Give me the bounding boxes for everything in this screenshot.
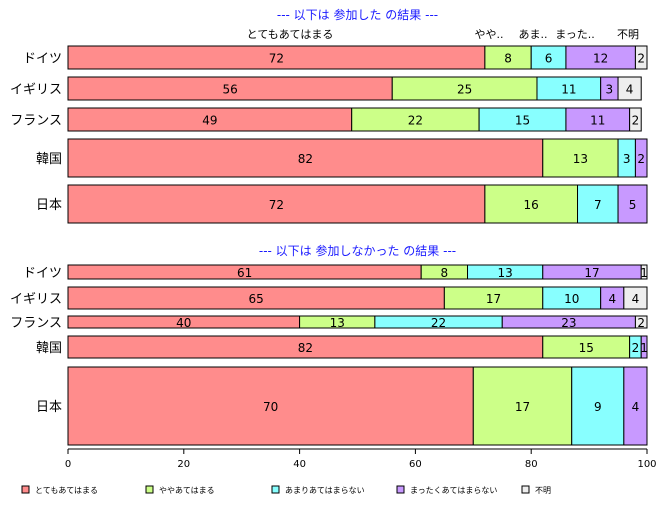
data-label: 13 xyxy=(330,316,345,330)
category-label: 日本 xyxy=(36,400,62,415)
bar-segment xyxy=(571,366,625,446)
data-label: 1 xyxy=(640,341,648,355)
column-label: 不明 xyxy=(617,28,639,41)
bar-segment xyxy=(484,184,579,224)
data-label: 49 xyxy=(202,114,217,128)
data-label: 25 xyxy=(457,83,472,97)
data-label: 8 xyxy=(504,52,512,66)
legend-label: ややあてはまる xyxy=(159,486,215,495)
data-label: 12 xyxy=(593,52,608,66)
data-label: 9 xyxy=(594,400,602,414)
data-label: 3 xyxy=(606,83,614,97)
x-tick-label: 80 xyxy=(525,459,538,470)
bar-segment xyxy=(623,286,648,310)
column-label: あま.. xyxy=(519,28,548,41)
x-tick-label: 40 xyxy=(293,459,306,470)
data-label: 82 xyxy=(298,341,313,355)
data-label: 2 xyxy=(637,152,645,166)
data-label: 17 xyxy=(486,292,501,306)
data-label: 15 xyxy=(515,114,530,128)
data-label: 4 xyxy=(632,400,640,414)
data-label: 22 xyxy=(431,316,446,330)
data-label: 70 xyxy=(263,400,278,414)
data-label: 13 xyxy=(498,266,513,280)
bar-segment xyxy=(623,366,648,446)
category-label: ドイツ xyxy=(23,52,62,67)
data-label: 17 xyxy=(515,400,530,414)
data-label: 17 xyxy=(584,266,599,280)
data-label: 3 xyxy=(623,152,631,166)
bar-segment xyxy=(67,366,474,446)
data-label: 5 xyxy=(629,198,637,212)
legend-swatch xyxy=(271,485,280,494)
data-label: 22 xyxy=(408,114,423,128)
category-label: イギリス xyxy=(10,83,62,98)
legend-label: とてもあてはまる xyxy=(35,486,98,495)
bar-segment xyxy=(629,107,642,132)
data-label: 56 xyxy=(222,83,237,97)
category-label: フランス xyxy=(10,316,62,331)
legend-label: まったくあてはまらない xyxy=(410,486,497,495)
panel-title-2: --- 以下は 参加しなかった の結果 --- xyxy=(259,243,456,258)
category-label: 韓国 xyxy=(36,152,62,167)
category-label: 日本 xyxy=(36,198,62,213)
x-tick-label: 0 xyxy=(65,459,71,470)
data-label: 82 xyxy=(298,152,313,166)
bar-segment xyxy=(67,184,486,224)
bar-segment xyxy=(634,45,648,70)
data-label: 4 xyxy=(626,83,634,97)
category-label: イギリス xyxy=(10,292,62,307)
data-label: 61 xyxy=(237,266,252,280)
data-label: 10 xyxy=(564,292,579,306)
legend-swatch xyxy=(396,485,405,494)
data-label: 1 xyxy=(640,266,648,280)
bar-segment xyxy=(640,264,648,280)
data-label: 2 xyxy=(632,341,640,355)
data-label: 65 xyxy=(249,292,264,306)
data-label: 15 xyxy=(579,341,594,355)
bar-segment xyxy=(542,138,619,178)
bar-segment xyxy=(617,76,642,101)
legend-swatch xyxy=(145,485,154,494)
category-label: 韓国 xyxy=(36,341,62,356)
legend-swatch xyxy=(521,485,530,494)
panel-title-1: --- 以下は 参加した の結果 --- xyxy=(277,7,438,22)
bar-segment xyxy=(634,315,648,329)
column-label: やや.. xyxy=(475,28,504,41)
data-label: 7 xyxy=(594,198,602,212)
data-label: 6 xyxy=(545,52,553,66)
category-label: ドイツ xyxy=(23,266,62,281)
data-label: 4 xyxy=(632,292,640,306)
data-label: 11 xyxy=(561,83,576,97)
column-label: とてもあてはまる xyxy=(247,28,334,41)
data-label: 72 xyxy=(269,52,284,66)
column-label: まった.. xyxy=(555,28,595,41)
legend-label: 不明 xyxy=(535,486,551,495)
data-label: 11 xyxy=(590,114,605,128)
bar-segment xyxy=(640,335,648,359)
bar-segment xyxy=(634,138,648,178)
data-label: 4 xyxy=(608,292,616,306)
bar-segment xyxy=(577,184,619,224)
x-tick-label: 60 xyxy=(409,459,422,470)
data-label: 13 xyxy=(573,152,588,166)
x-tick-label: 100 xyxy=(637,459,656,470)
data-label: 72 xyxy=(269,198,284,212)
data-label: 16 xyxy=(524,198,539,212)
legend-swatch xyxy=(21,485,30,494)
bar-segment xyxy=(617,184,648,224)
data-label: 2 xyxy=(637,52,645,66)
data-label: 8 xyxy=(441,266,449,280)
data-label: 40 xyxy=(176,316,191,330)
x-tick-label: 20 xyxy=(177,459,190,470)
legend-label: あまりあてはまらない xyxy=(285,486,365,495)
data-label: 23 xyxy=(561,316,576,330)
data-label: 2 xyxy=(632,114,640,128)
data-label: 2 xyxy=(637,316,645,330)
category-label: フランス xyxy=(10,114,62,129)
